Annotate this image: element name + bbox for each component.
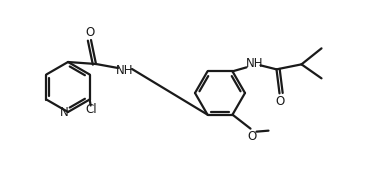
- Text: NH: NH: [116, 63, 134, 77]
- Text: NH: NH: [246, 57, 263, 70]
- Text: N: N: [60, 107, 68, 120]
- Text: O: O: [276, 95, 285, 108]
- Text: O: O: [85, 25, 95, 39]
- Text: O: O: [248, 130, 257, 143]
- Text: Cl: Cl: [86, 103, 97, 116]
